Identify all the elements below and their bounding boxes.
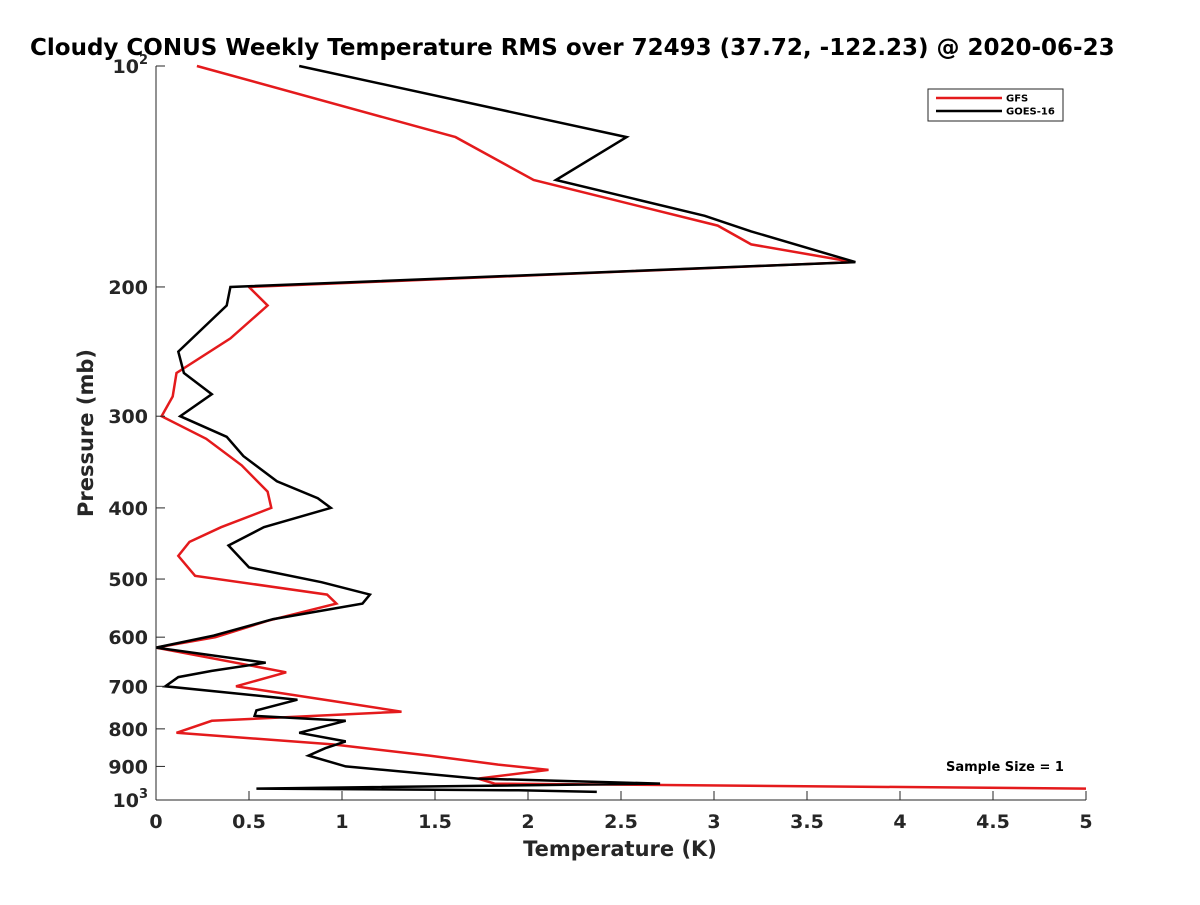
plot-area <box>155 64 1087 794</box>
y-tick-label: 900 <box>108 756 148 778</box>
legend: GFS GOES-16 <box>927 88 1064 122</box>
x-tick-label: 1 <box>335 811 348 833</box>
x-tick-label: 2 <box>521 811 534 833</box>
series-line-goes-16 <box>155 64 856 794</box>
y-tick-label: 102 <box>113 53 149 78</box>
y-tick-label: 500 <box>108 569 148 591</box>
x-tick-label: 0 <box>149 811 162 833</box>
legend-label-gfs: GFS <box>1006 94 1028 105</box>
x-tick-label: 4.5 <box>976 811 1010 833</box>
x-tick-label: 3 <box>707 811 720 833</box>
y-tick-label: 600 <box>108 627 148 649</box>
x-tick-label: 1.5 <box>418 811 452 833</box>
legend-box <box>927 88 1064 122</box>
series-line-gfs <box>155 64 1087 790</box>
x-axis-label: Temperature (K) <box>523 837 717 861</box>
x-tick-label: 0.5 <box>232 811 266 833</box>
x-tick-label: 3.5 <box>790 811 824 833</box>
sample-size-annotation: Sample Size = 1 <box>946 760 1064 775</box>
x-tick-label: 5 <box>1079 811 1092 833</box>
y-tick-label: 700 <box>108 676 148 698</box>
chart-title: Cloudy CONUS Weekly Temperature RMS over… <box>30 35 1115 61</box>
y-tick-label: 200 <box>108 277 148 299</box>
x-tick-label: 4 <box>893 811 906 833</box>
legend-label-goes-16: GOES-16 <box>1006 107 1055 118</box>
axes: 0 0.5 1 1.5 2 2.5 3 3.5 4 4.5 5 102 200 300 400 500 600 7… <box>108 53 1092 833</box>
y-tick-label: 800 <box>108 719 148 741</box>
y-axis-label: Pressure (mb) <box>74 349 98 517</box>
y-tick-label: 103 <box>113 787 149 812</box>
y-tick-label: 400 <box>108 498 148 520</box>
x-tick-label: 2.5 <box>604 811 638 833</box>
y-tick-label: 300 <box>108 406 148 428</box>
